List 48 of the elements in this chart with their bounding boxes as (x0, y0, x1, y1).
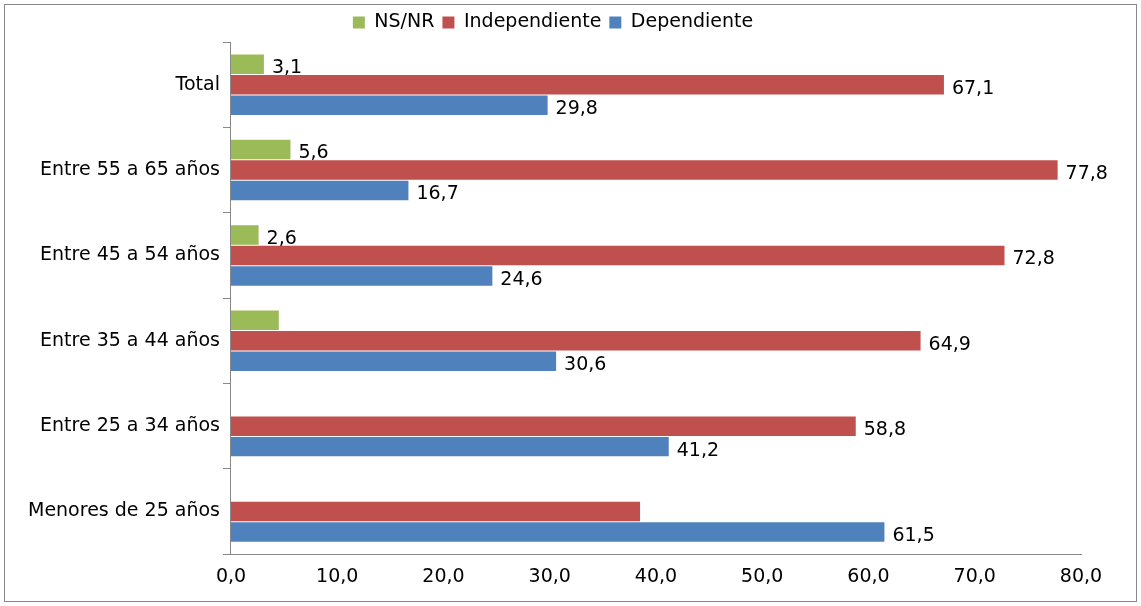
x-tick-label: 60,0 (847, 563, 890, 586)
x-tick-label: 50,0 (741, 563, 784, 586)
bar (230, 54, 264, 74)
legend-label: Dependiente (630, 9, 754, 32)
data-label: 41,2 (676, 437, 720, 460)
data-label: 3,1 (271, 55, 303, 78)
y-tick-label: Total (174, 71, 220, 94)
data-label: 24,6 (500, 266, 543, 289)
data-label: 16,7 (416, 181, 459, 204)
data-label: 72,8 (1012, 246, 1055, 269)
bar (230, 245, 1005, 266)
bar (230, 74, 944, 95)
x-tick-label: 80,0 (1059, 563, 1103, 586)
bar (230, 310, 279, 331)
bar (230, 139, 291, 160)
bar (230, 225, 259, 245)
x-tick-label: 40,0 (634, 563, 678, 586)
data-label: 30,6 (564, 352, 607, 375)
bar (230, 160, 1058, 180)
x-tick-label: 20,0 (422, 563, 465, 586)
x-tick-label: 70,0 (953, 563, 996, 586)
bar (230, 95, 548, 115)
x-tick-label: 0,0 (215, 563, 247, 586)
bar (230, 436, 669, 457)
bar (230, 416, 856, 436)
data-label: 61,5 (892, 522, 935, 545)
data-label: 2,6 (266, 225, 297, 248)
bar (230, 266, 493, 286)
bar (230, 180, 409, 201)
data-label: 58,8 (863, 417, 907, 440)
legend-label: Independiente (463, 9, 602, 32)
data-label: 5,6 (298, 140, 329, 163)
y-tick-label: Entre 55 a 65 años (40, 156, 220, 179)
data-label: 64,9 (928, 331, 971, 354)
x-tick-label: 10,0 (316, 563, 359, 586)
bar (230, 522, 885, 542)
data-label: 29,8 (555, 96, 598, 119)
x-tick-label: 30,0 (528, 563, 571, 586)
y-tick-label: Menores de 25 años (27, 498, 220, 521)
bar (230, 501, 641, 522)
y-tick-label: Entre 35 a 44 años (40, 327, 220, 350)
bar (230, 331, 921, 351)
data-label: 67,1 (951, 75, 995, 98)
legend-label: NS/NR (374, 9, 435, 32)
y-tick-label: Entre 45 a 54 años (40, 242, 220, 265)
bar (230, 351, 557, 371)
data-label: 77,8 (1065, 160, 1108, 183)
y-tick-label: Entre 25 a 34 años (40, 413, 220, 436)
